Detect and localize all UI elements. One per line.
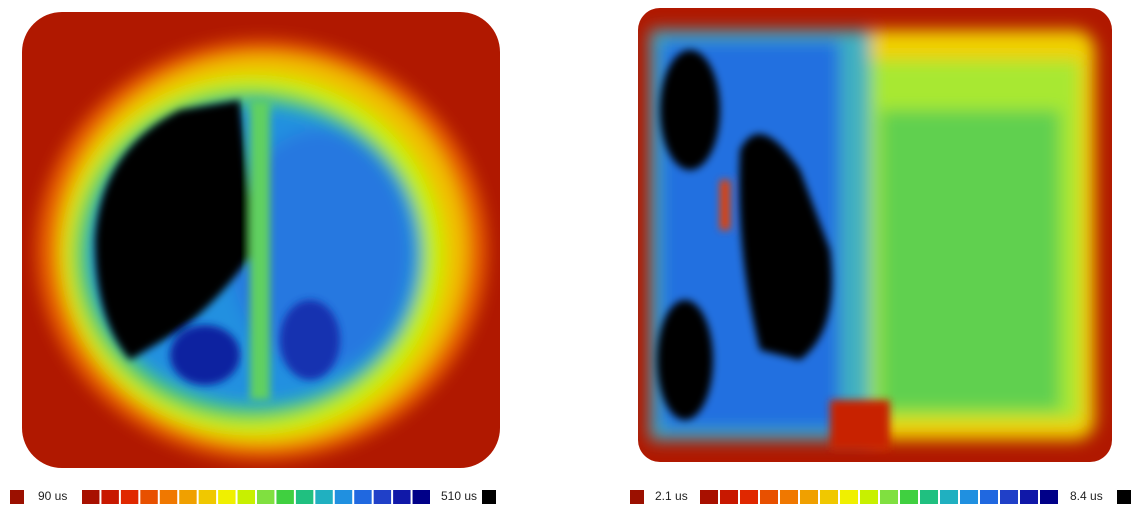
scale-segment [880,490,898,504]
scale-segment [199,490,216,504]
min-label: 90 us [38,489,67,503]
scale-segment [760,490,778,504]
min-label: 2.1 us [655,489,688,503]
scale-segment [800,490,818,504]
min-swatch [10,490,24,504]
scale-segment [257,490,274,504]
scale-segment [140,490,157,504]
scale-segment [160,490,177,504]
scale-segment [740,490,758,504]
scale-segment [82,490,99,504]
scale-segment [335,490,352,504]
min-swatch [630,490,644,504]
scale-segment [238,490,255,504]
scale-segment [121,490,138,504]
scale-segment [940,490,958,504]
left-map [22,12,500,468]
scale-segment [1020,490,1038,504]
scale-segment [840,490,858,504]
scale-segment [101,490,118,504]
scale-segment [1000,490,1018,504]
scale-segment [980,490,998,504]
scale-segment [315,490,332,504]
scale-segment [218,490,235,504]
scale-segment [413,490,430,504]
scale-segment [276,490,293,504]
scale-segment [920,490,938,504]
scale-segment [820,490,838,504]
scale-segment [780,490,798,504]
scale-segment [374,490,391,504]
max-swatch [1117,490,1131,504]
scale-segment [296,490,313,504]
scale-segment [720,490,738,504]
color-scales: 90 us 510 us 2.1 us 8.4 us [10,489,1131,504]
max-swatch [482,490,496,504]
max-label: 8.4 us [1070,489,1103,503]
scale-segment [700,490,718,504]
scale-segment [900,490,918,504]
scale-segment [354,490,371,504]
scale-segment [960,490,978,504]
right-map [638,8,1112,462]
scale-segment [860,490,878,504]
scale-segment [1040,490,1058,504]
max-label: 510 us [441,489,477,503]
page: 90 us 510 us 2.1 us 8.4 us [0,0,1133,512]
scale-segment [393,490,410,504]
scale-segment [179,490,196,504]
